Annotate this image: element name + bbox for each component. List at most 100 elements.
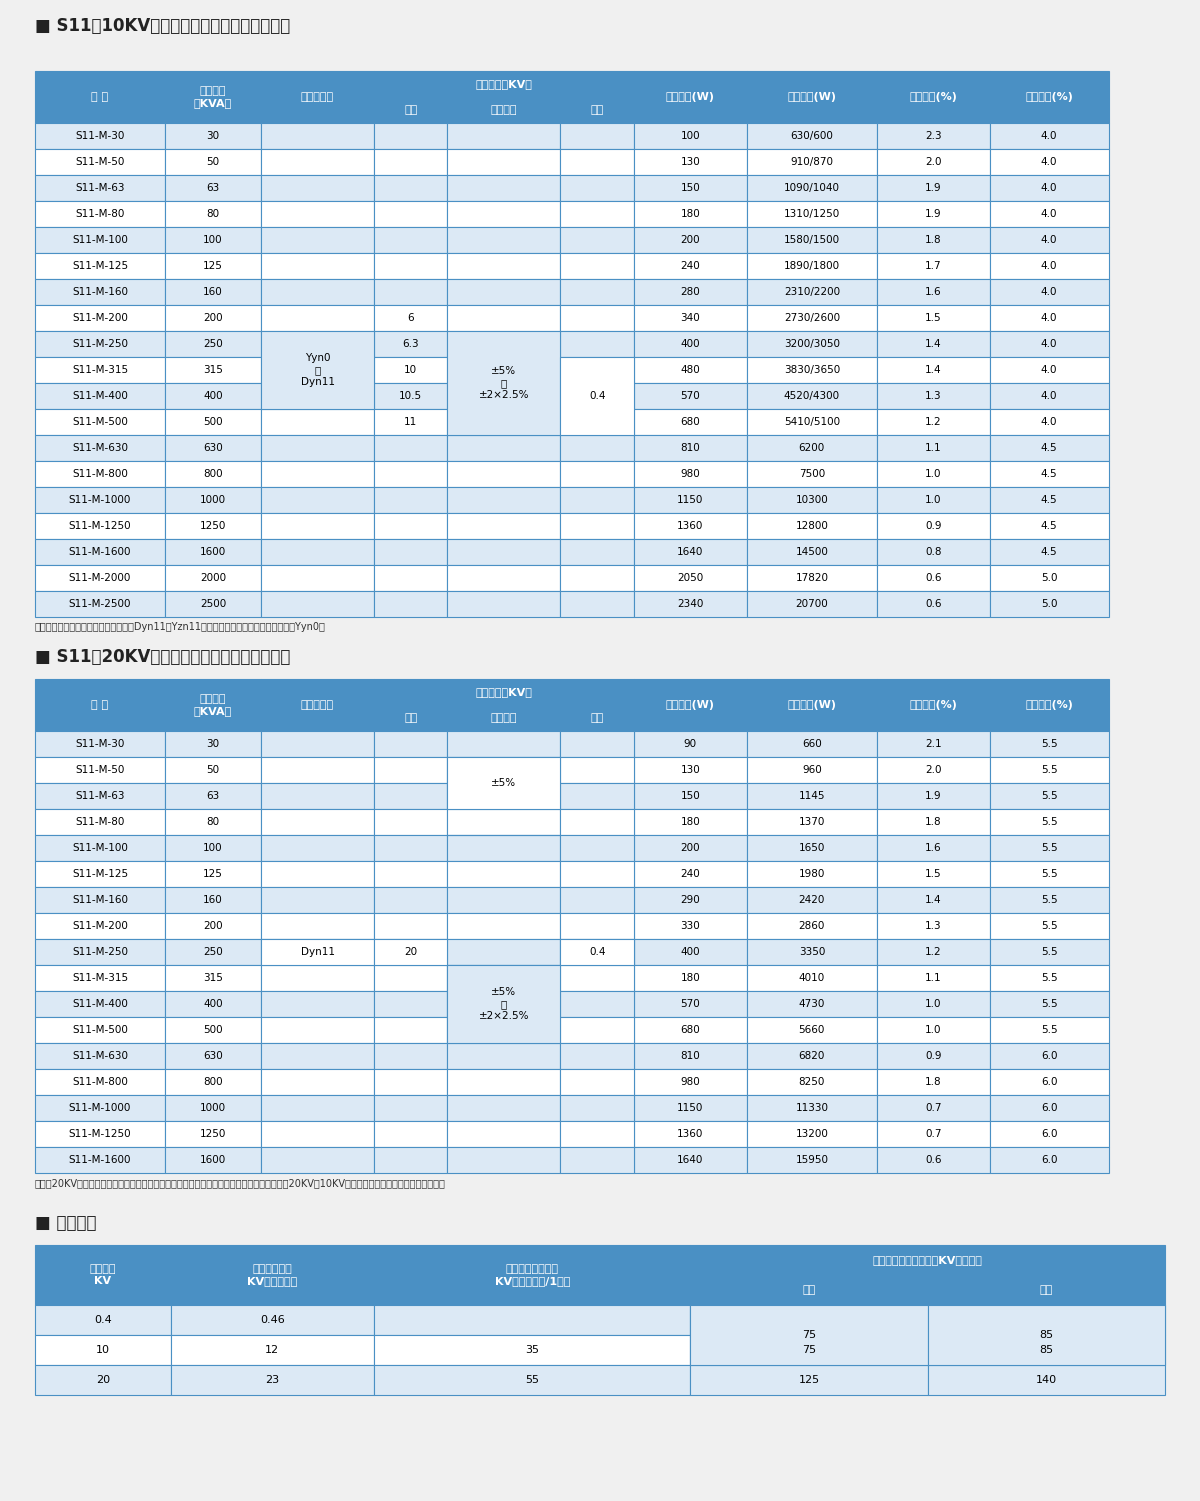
Bar (560, 1018, 634, 1043)
Bar (560, 591, 634, 617)
Text: 电压等级
KV: 电压等级 KV (90, 1264, 116, 1286)
Bar (448, 201, 560, 227)
Bar (746, 357, 877, 383)
Bar (928, 1274, 1165, 1304)
Bar (560, 279, 634, 305)
Text: S11-M-400: S11-M-400 (72, 390, 128, 401)
Text: 125: 125 (203, 869, 223, 880)
Bar (990, 201, 1109, 227)
Bar (448, 1096, 560, 1121)
Bar (374, 784, 448, 809)
Bar (262, 332, 374, 408)
Text: 1600: 1600 (200, 546, 226, 557)
Text: 高压: 高压 (404, 713, 418, 723)
Bar (374, 564, 448, 591)
Bar (990, 564, 1109, 591)
Text: 0.8: 0.8 (925, 546, 942, 557)
Text: 960: 960 (802, 766, 822, 775)
Text: 570: 570 (680, 1000, 701, 1009)
Bar (170, 1334, 374, 1364)
Bar (448, 539, 560, 564)
Text: S11-M-80: S11-M-80 (76, 209, 125, 219)
Text: 1.6: 1.6 (925, 287, 942, 297)
Bar (746, 1147, 877, 1172)
Text: 负载损耗(W): 负载损耗(W) (787, 699, 836, 710)
Bar (634, 887, 746, 913)
Text: 空载电流(%): 空载电流(%) (910, 699, 958, 710)
Text: 1640: 1640 (677, 546, 703, 557)
Bar (448, 784, 560, 809)
Bar (990, 940, 1109, 965)
Bar (877, 149, 990, 176)
Text: 7500: 7500 (799, 468, 826, 479)
Text: 30: 30 (206, 131, 220, 141)
Bar (262, 678, 374, 731)
Text: 20700: 20700 (796, 599, 828, 609)
Bar (928, 1304, 1165, 1334)
Text: 4010: 4010 (799, 973, 826, 983)
Text: 5.5: 5.5 (1040, 869, 1057, 880)
Bar (262, 809, 374, 835)
Text: 分接范围: 分接范围 (491, 713, 517, 723)
Bar (560, 862, 634, 887)
Bar (35, 1096, 164, 1121)
Text: 1250: 1250 (199, 521, 226, 531)
Bar (928, 1304, 1165, 1364)
Bar (990, 1147, 1109, 1172)
Bar (35, 305, 164, 332)
Bar (262, 991, 374, 1018)
Bar (746, 279, 877, 305)
Bar (746, 564, 877, 591)
Bar (634, 965, 746, 991)
Bar (164, 591, 262, 617)
Text: 6.0: 6.0 (1040, 1051, 1057, 1061)
Text: 短路抗阻(%): 短路抗阻(%) (1025, 92, 1073, 102)
Text: 10: 10 (96, 1345, 110, 1355)
Bar (560, 539, 634, 564)
Bar (262, 513, 374, 539)
Bar (746, 332, 877, 357)
Text: 型 号: 型 号 (91, 699, 108, 710)
Text: 100: 100 (203, 236, 223, 245)
Text: 30: 30 (206, 738, 220, 749)
Text: 4.5: 4.5 (1040, 521, 1057, 531)
Bar (164, 1121, 262, 1147)
Bar (164, 1096, 262, 1121)
Text: 180: 180 (680, 209, 701, 219)
Bar (35, 862, 164, 887)
Bar (374, 149, 448, 176)
Bar (262, 486, 374, 513)
Bar (990, 1069, 1109, 1096)
Text: 660: 660 (802, 738, 822, 749)
Text: 4.0: 4.0 (1040, 183, 1057, 194)
Bar (634, 123, 746, 149)
Text: 800: 800 (203, 1078, 223, 1087)
Text: 额定短时工频耐压
KV（有效值）/1分钟: 额定短时工频耐压 KV（有效值）/1分钟 (494, 1264, 570, 1286)
Text: 额度雷电冲击耐受电压KV（峰值）: 额度雷电冲击耐受电压KV（峰值） (872, 1255, 983, 1265)
Text: 2.1: 2.1 (925, 738, 942, 749)
Text: 1.8: 1.8 (925, 236, 942, 245)
Text: 10300: 10300 (796, 495, 828, 504)
Bar (35, 71, 164, 123)
Bar (35, 1121, 164, 1147)
Bar (262, 1018, 374, 1043)
Text: 0.7: 0.7 (925, 1103, 942, 1114)
Bar (374, 862, 448, 887)
Text: 1360: 1360 (677, 521, 703, 531)
Text: 1360: 1360 (677, 1129, 703, 1139)
Bar (262, 940, 374, 965)
Bar (374, 254, 448, 279)
Text: 5.5: 5.5 (1040, 895, 1057, 905)
Bar (448, 862, 560, 887)
Text: 4.0: 4.0 (1040, 287, 1057, 297)
Text: 4520/4300: 4520/4300 (784, 390, 840, 401)
Text: 315: 315 (203, 973, 223, 983)
Text: S11-M-160: S11-M-160 (72, 287, 128, 297)
Text: 330: 330 (680, 922, 701, 931)
Bar (690, 1274, 928, 1304)
Text: 0.4: 0.4 (94, 1315, 112, 1325)
Bar (35, 940, 164, 965)
Bar (746, 757, 877, 784)
Text: 1370: 1370 (799, 817, 826, 827)
Bar (990, 965, 1109, 991)
